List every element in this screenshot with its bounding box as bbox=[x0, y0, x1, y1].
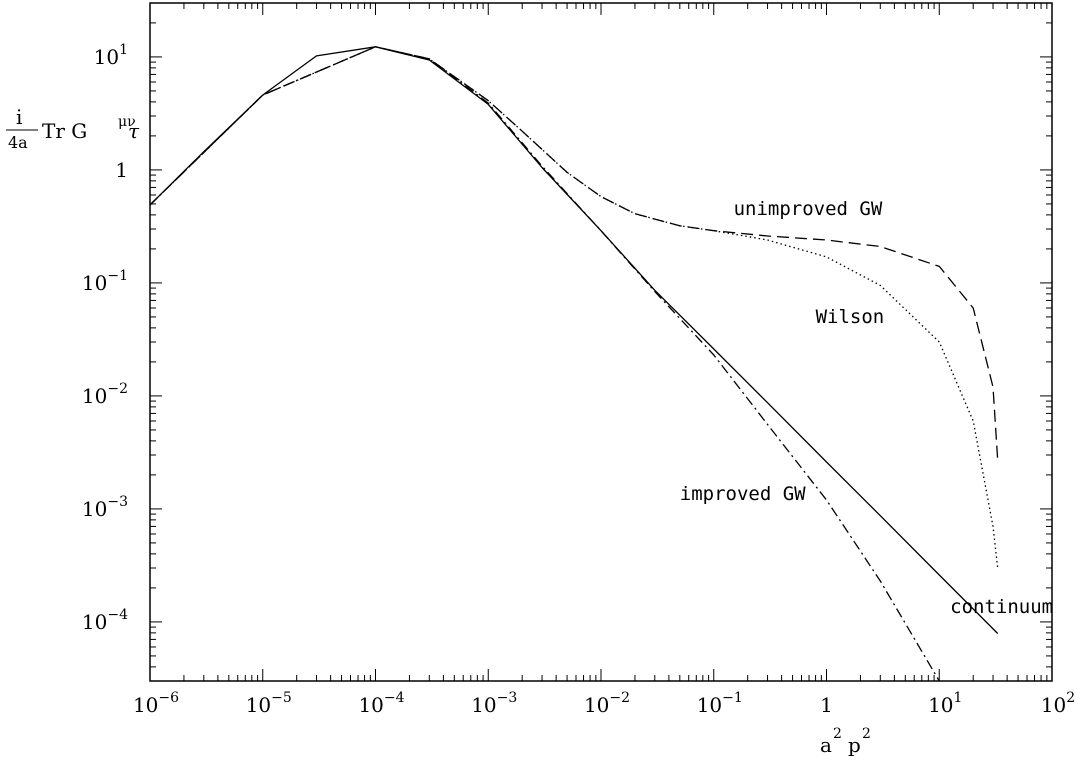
x-label-base1: a bbox=[820, 733, 832, 757]
series-line-wilson bbox=[149, 46, 999, 569]
series-line-continuum bbox=[149, 46, 999, 634]
series-annotation: Wilson bbox=[816, 306, 885, 328]
y-tick-label: 10−2 bbox=[82, 381, 128, 408]
series-line-unimproved-gw bbox=[149, 46, 999, 461]
x-tick-label: 10−5 bbox=[246, 690, 292, 717]
y-label-tail: τ bbox=[128, 119, 140, 143]
ticks-layer bbox=[149, 2, 1053, 682]
y-axis-label: i 4a Tr G μν τ bbox=[6, 105, 140, 152]
y-label-frac-num: i bbox=[16, 105, 22, 129]
y-label-frac-den: 4a bbox=[8, 133, 28, 152]
x-axis-label: a 2 p 2 bbox=[820, 726, 871, 757]
plot-frame bbox=[149, 2, 1053, 682]
y-label-text: Tr G bbox=[42, 119, 87, 143]
y-tick-label: 10−3 bbox=[82, 494, 128, 521]
series-annotation: improved GW bbox=[680, 483, 806, 505]
series-annotation: unimproved GW bbox=[734, 198, 883, 220]
y-tick-label: 10−4 bbox=[82, 607, 128, 634]
x-tick-label: 101 bbox=[928, 690, 962, 717]
x-tick-label: 10−4 bbox=[358, 690, 404, 717]
x-tick-label: 1 bbox=[820, 693, 833, 717]
x-tick-label: 102 bbox=[1041, 690, 1075, 717]
x-tick-label: 10−1 bbox=[697, 690, 743, 717]
y-tick-label: 1 bbox=[115, 158, 128, 182]
y-tick-label: 10−1 bbox=[82, 268, 128, 295]
x-label-exp2: 2 bbox=[862, 726, 871, 742]
labels-layer: 10−6 10−5 10−4 10−3 10−2 10−1 1 101 102 101 1 10−1 1… bbox=[82, 42, 1075, 717]
x-label-base2: p bbox=[848, 733, 861, 757]
series-line-improved-gw bbox=[149, 46, 940, 682]
x-label-exp1: 2 bbox=[833, 726, 842, 742]
y-tick-label: 101 bbox=[94, 42, 128, 69]
y-label-sup: μν bbox=[118, 114, 136, 130]
series-annotation: continuum bbox=[950, 596, 1053, 618]
series-layer bbox=[149, 46, 999, 682]
x-tick-label: 10−3 bbox=[471, 690, 517, 717]
x-tick-label: 10−2 bbox=[584, 690, 630, 717]
x-tick-label: 10−6 bbox=[133, 690, 179, 717]
